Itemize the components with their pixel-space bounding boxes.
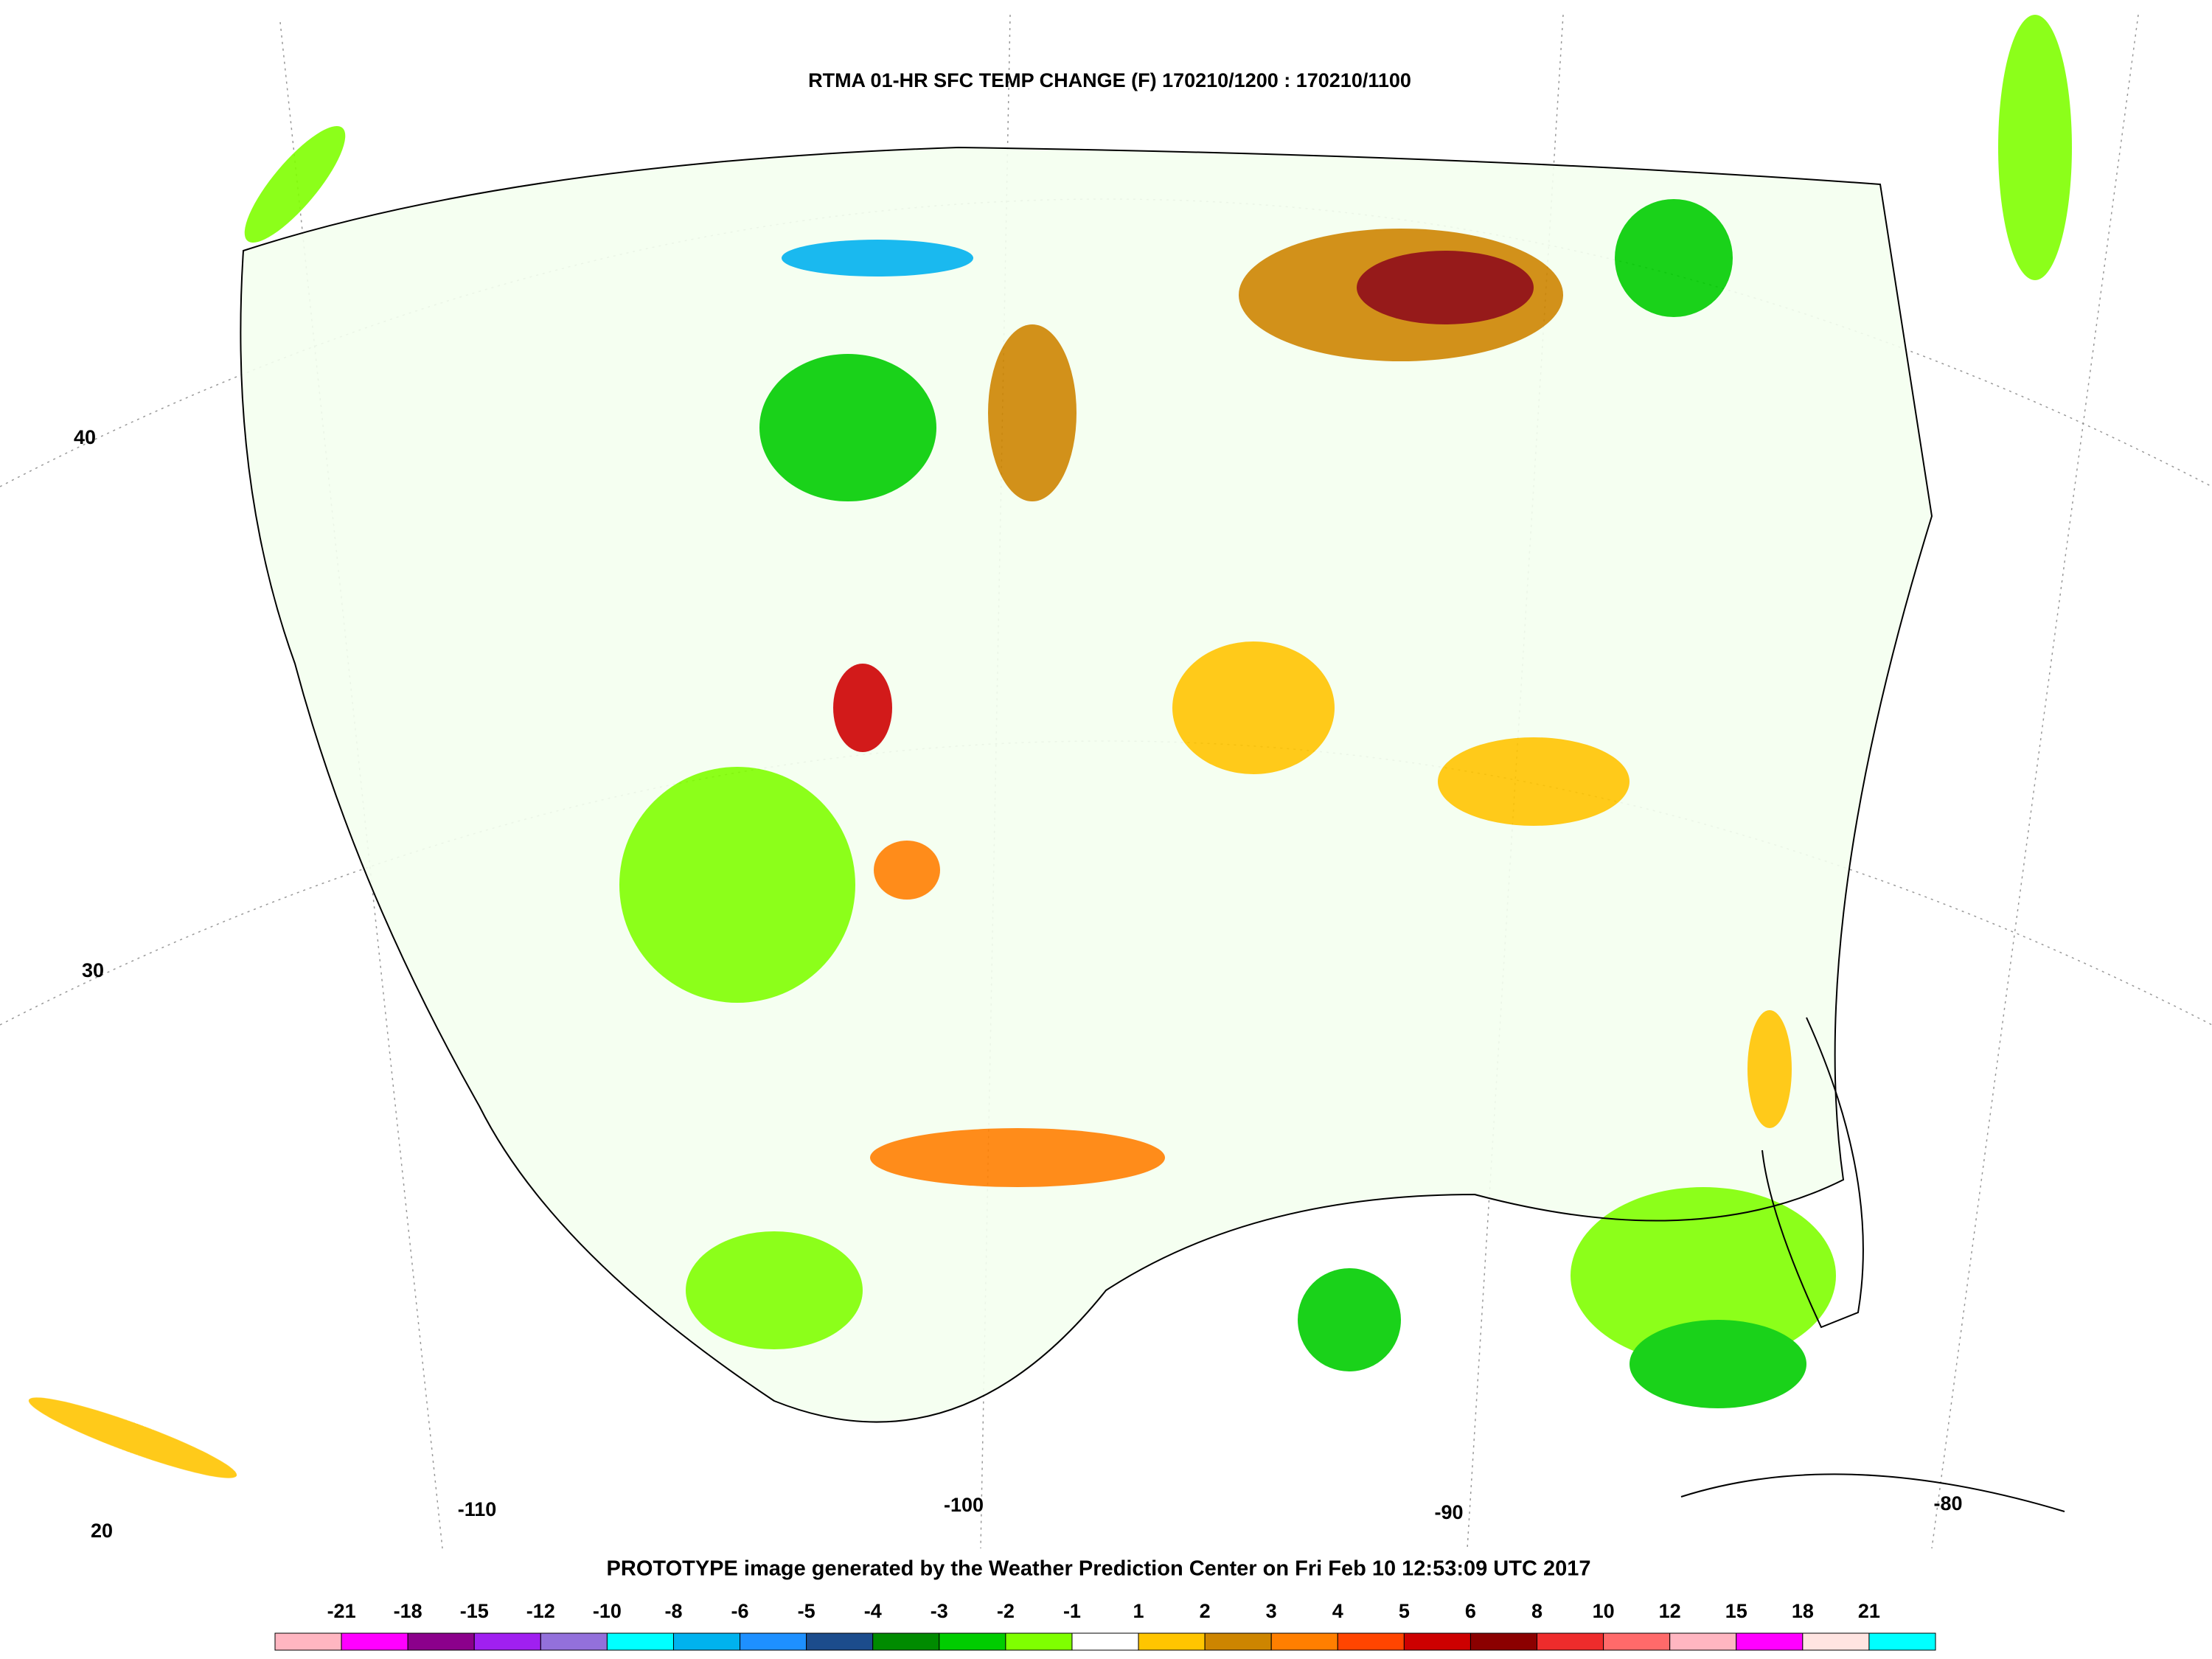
color-legend: -21 -18 -15 -12 -10 -8 -6 -5 -4 -3 -2 -1 1 2 3 4 5 6 8 10 12…: [274, 1600, 1936, 1651]
legend-swatch: [1005, 1632, 1073, 1651]
legend-label: -8: [664, 1600, 682, 1622]
legend-label: -21: [327, 1600, 356, 1622]
legend-label: 5: [1399, 1600, 1410, 1622]
legend-swatch: [672, 1632, 741, 1651]
legend-swatch: [1802, 1632, 1870, 1651]
lon-label: -110: [458, 1498, 497, 1520]
map-title: RTMA 01-HR SFC TEMP CHANGE (F) 170210/12…: [808, 69, 1411, 91]
legend-swatch: [740, 1632, 807, 1651]
legend-swatch: [540, 1632, 608, 1651]
legend-label: -1: [1063, 1600, 1081, 1622]
legend-label: -18: [394, 1600, 422, 1622]
legend-swatch: [407, 1632, 475, 1651]
legend-swatch: [1204, 1632, 1272, 1651]
lon-label: -90: [1434, 1501, 1463, 1523]
legend-label: 10: [1593, 1600, 1615, 1622]
legend-swatch: [1537, 1632, 1604, 1651]
legend-label: -10: [593, 1600, 622, 1622]
legend-swatch: [1669, 1632, 1737, 1651]
legend-label: 2: [1200, 1600, 1211, 1622]
lat-label: 40: [74, 426, 96, 448]
legend-swatch: [1470, 1632, 1538, 1651]
legend-label: -15: [460, 1600, 489, 1622]
legend-swatch: [872, 1632, 940, 1651]
legend-label: 3: [1266, 1600, 1277, 1622]
field: [28, 15, 2072, 1478]
legend-swatch: [1403, 1632, 1471, 1651]
legend-label: -5: [798, 1600, 815, 1622]
legend-label: -4: [864, 1600, 882, 1622]
legend-swatch: [606, 1632, 674, 1651]
legend-swatch: [1270, 1632, 1338, 1651]
legend-swatch: [1337, 1632, 1405, 1651]
boundaries: [240, 146, 2065, 1512]
legend-swatch: [1868, 1632, 1936, 1651]
legend-label: 15: [1725, 1600, 1747, 1622]
legend-label: -12: [526, 1600, 555, 1622]
legend-swatch: [1603, 1632, 1671, 1651]
legend-label: 1: [1133, 1600, 1144, 1622]
lon-label: -100: [944, 1494, 984, 1516]
legend-label: 12: [1659, 1600, 1681, 1622]
legend-swatch: [1736, 1632, 1804, 1651]
legend-label: 8: [1531, 1600, 1543, 1622]
legend-label: 21: [1858, 1600, 1880, 1622]
legend-label: -3: [931, 1600, 948, 1622]
legend-swatch: [473, 1632, 541, 1651]
legend-swatch: [939, 1632, 1006, 1651]
legend-swatch: [806, 1632, 874, 1651]
legend-label: -6: [731, 1600, 749, 1622]
lon-label: -80: [1933, 1492, 1962, 1514]
legend-label: 6: [1465, 1600, 1476, 1622]
lat-label: 30: [82, 959, 104, 981]
legend-swatch: [1071, 1632, 1139, 1651]
legend-label: 18: [1792, 1600, 1814, 1622]
legend-swatch: [341, 1632, 408, 1651]
legend-label: 4: [1332, 1600, 1343, 1622]
legend-swatch: [274, 1632, 342, 1651]
legend-label: -2: [997, 1600, 1015, 1622]
legend-swatch: [1138, 1632, 1206, 1651]
footer-note: PROTOTYPE image generated by the Weather…: [607, 1557, 1591, 1581]
lat-label: 20: [91, 1520, 113, 1542]
